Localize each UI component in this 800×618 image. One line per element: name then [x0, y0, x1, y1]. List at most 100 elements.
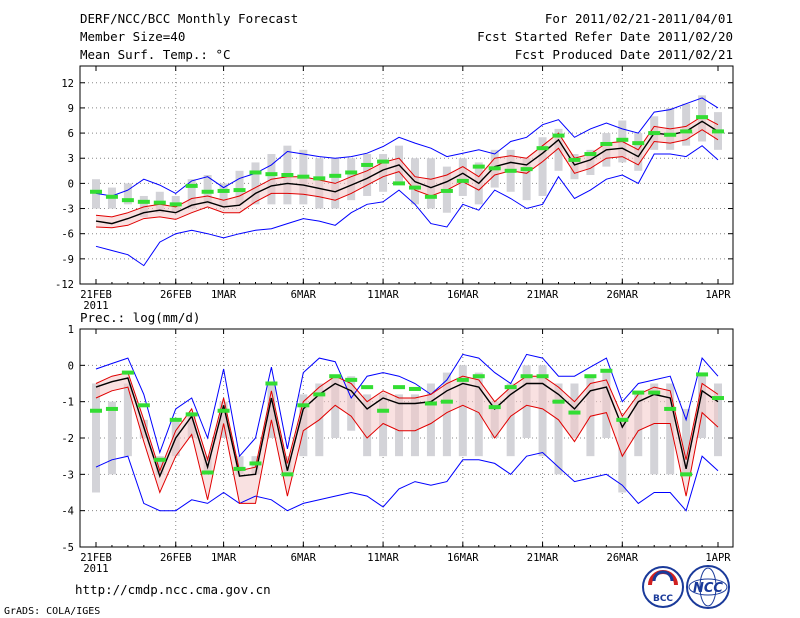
ncc-logo-text: NCC	[693, 581, 723, 596]
climatology-marker	[249, 170, 262, 175]
member-range-bar	[666, 383, 675, 475]
x-tick-label: 6MAR	[291, 289, 317, 301]
y-tick-label: 3	[68, 153, 74, 165]
climatology-marker	[616, 137, 629, 142]
series-line-mean	[95, 377, 719, 479]
member-range-bar	[506, 383, 515, 457]
bcc-logo: BCC	[642, 566, 684, 608]
climatology-marker	[552, 133, 565, 138]
y-tick-label: 1	[68, 324, 74, 336]
x-tick-label: 26FEB	[160, 552, 192, 564]
member-range-bar	[554, 128, 563, 171]
climatology-marker	[472, 164, 485, 169]
climatology-marker	[568, 410, 581, 415]
member-range-bar	[155, 456, 164, 475]
climatology-marker	[313, 392, 326, 397]
member-range-bar	[442, 372, 451, 457]
climatology-marker	[616, 417, 629, 422]
climatology-marker	[105, 194, 118, 199]
climatology-marker	[281, 173, 294, 177]
member-range-bar	[123, 383, 132, 457]
climatology-marker	[664, 406, 677, 411]
climatology-marker	[408, 185, 421, 190]
climatology-marker	[297, 174, 310, 179]
member-range-bar	[650, 383, 659, 475]
series-line-upper	[95, 372, 719, 473]
climatology-marker	[377, 159, 390, 164]
climatology-marker	[169, 417, 182, 422]
member-range-bar	[203, 175, 212, 205]
climatology-marker	[440, 188, 453, 193]
climatology-marker	[696, 372, 709, 377]
x-year-label: 2011	[83, 563, 108, 575]
climatology-marker	[456, 377, 469, 382]
series-line-min	[95, 145, 719, 267]
climatology-marker	[680, 472, 693, 477]
x-tick-label: 21MAR	[527, 289, 559, 301]
member-range-bar	[682, 103, 691, 146]
climatology-marker	[536, 374, 549, 379]
climatology-marker	[712, 396, 724, 401]
climatology-marker	[233, 466, 246, 471]
climatology-marker	[648, 390, 661, 395]
climatology-marker	[297, 403, 310, 408]
member-range-bar	[107, 401, 116, 475]
climatology-marker	[600, 368, 613, 373]
climatology-marker	[408, 386, 421, 391]
climatology-marker	[121, 370, 134, 375]
climatology-marker	[696, 115, 709, 120]
plot-frame	[79, 65, 734, 285]
climatology-marker	[201, 470, 214, 475]
climatology-marker	[345, 377, 358, 382]
x-tick-label: 21MAR	[527, 552, 559, 564]
climatology-marker	[424, 194, 437, 199]
x-tick-label: 1MAR	[211, 552, 237, 564]
series-line-min	[95, 451, 719, 512]
climatology-marker	[361, 385, 374, 390]
x-tick-label: 16MAR	[447, 289, 479, 301]
climatology-marker	[584, 374, 597, 379]
x-tick-label: 21FEB	[80, 552, 112, 564]
y-tick-label: -3	[61, 469, 74, 481]
climatology-marker	[552, 399, 565, 404]
member-range-bar	[538, 137, 547, 196]
member-range-bar	[219, 183, 228, 207]
x-tick-label: 26MAR	[607, 552, 639, 564]
member-range-bar	[235, 170, 244, 205]
climatology-marker	[217, 188, 230, 193]
x-tick-label: 11MAR	[367, 289, 399, 301]
series-line-lower	[95, 386, 719, 504]
climatology-marker	[648, 131, 661, 136]
climatology-marker	[632, 390, 645, 395]
climatology-marker	[185, 412, 198, 417]
member-size-label: Member Size=40	[80, 29, 185, 44]
member-range-bar	[187, 179, 196, 209]
grads-credit: GrADS: COLA/IGES	[4, 606, 100, 617]
temperature-panel: 21FEB 26FEB 1MAR 6MAR 11MAR 16MAR 21MAR 26MAR 1A…	[55, 65, 734, 312]
climatology-marker	[440, 399, 453, 404]
spread-band	[96, 116, 718, 228]
climatology-marker	[329, 374, 342, 379]
climatology-marker	[584, 152, 597, 157]
climatology-marker	[329, 173, 342, 178]
climatology-marker	[393, 181, 406, 186]
climatology-marker	[281, 472, 294, 477]
climatology-marker	[568, 157, 581, 162]
climatology-marker	[600, 141, 613, 146]
member-range-bar	[331, 376, 340, 438]
series-line-lower	[95, 129, 719, 229]
series-line-max	[95, 353, 719, 458]
x-tick-label: 6MAR	[291, 552, 317, 564]
x-year-label: 2011	[83, 300, 108, 312]
x-tick-label: 11MAR	[367, 552, 399, 564]
bcc-logo-text: BCC	[653, 594, 673, 604]
y-tick-label: 0	[68, 178, 74, 190]
climatology-marker	[169, 202, 182, 207]
climatology-marker	[520, 167, 533, 172]
climatology-marker	[153, 200, 166, 205]
climatology-marker	[233, 188, 246, 193]
member-range-bar	[682, 408, 691, 475]
climatology-marker	[121, 198, 134, 203]
climatology-marker	[90, 189, 102, 194]
